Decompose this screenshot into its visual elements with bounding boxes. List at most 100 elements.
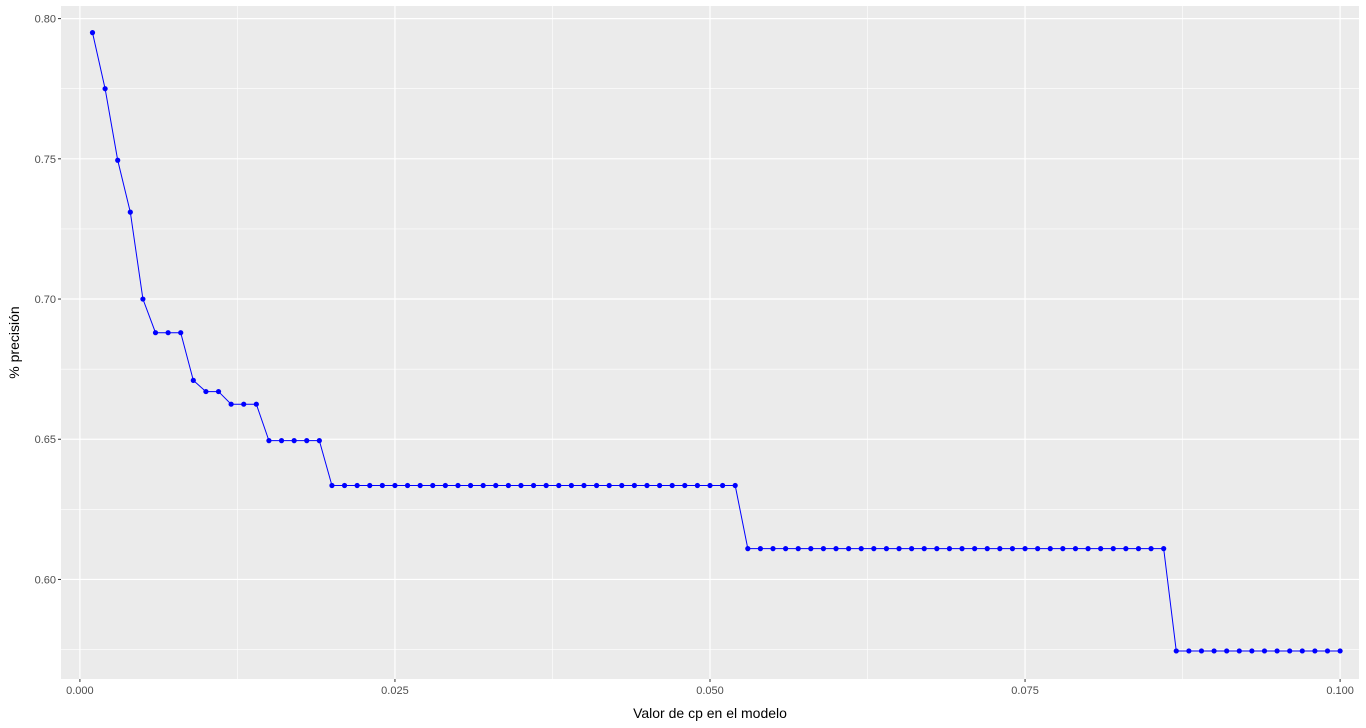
data-point [102, 86, 108, 92]
data-point [808, 546, 814, 552]
x-tick-label: 0.100 [1326, 685, 1354, 697]
data-point [644, 482, 650, 489]
data-point [883, 546, 890, 552]
data-point [178, 330, 184, 336]
data-point [505, 482, 511, 489]
data-point [1337, 648, 1343, 654]
data-point [455, 482, 461, 489]
data-point [909, 546, 915, 552]
data-point [530, 482, 537, 489]
data-point [795, 546, 801, 552]
data-point [140, 296, 146, 302]
y-tick-label: 0.65 [35, 434, 56, 446]
data-point [1198, 648, 1205, 654]
data-point [430, 482, 436, 489]
data-point [581, 482, 587, 489]
data-point [1211, 648, 1217, 654]
data-point [997, 546, 1003, 552]
data-point [241, 401, 247, 407]
data-point [1173, 648, 1179, 654]
major-gridlines [61, 6, 1359, 679]
data-point [1009, 546, 1016, 552]
data-point [1299, 648, 1305, 654]
data-point [871, 546, 877, 552]
data-point [1186, 648, 1192, 654]
data-point [1249, 648, 1255, 654]
data-point [959, 546, 965, 552]
data-point [493, 482, 499, 489]
data-point [745, 546, 751, 552]
y-tick-label: 0.70 [35, 294, 56, 306]
data-point [619, 482, 625, 489]
data-point [757, 546, 764, 552]
data-point [89, 30, 96, 36]
series-line [92, 32, 1341, 652]
y-axis-title: % precisión [6, 306, 22, 378]
data-point [1274, 648, 1280, 654]
data-point [228, 401, 234, 407]
data-point [316, 438, 322, 444]
data-point [896, 546, 902, 552]
data-point [1135, 546, 1142, 552]
data-point [354, 482, 360, 489]
data-point [1224, 648, 1230, 654]
data-point [127, 209, 133, 215]
data-point [278, 438, 285, 444]
data-point [304, 438, 310, 444]
data-point [543, 482, 549, 489]
data-point [417, 482, 423, 489]
data-point [1324, 648, 1331, 654]
y-tick-label: 0.75 [35, 154, 56, 166]
data-point [934, 546, 940, 552]
data-point [1110, 546, 1116, 552]
data-point [442, 482, 448, 489]
data-point [341, 482, 348, 489]
data-point [770, 546, 776, 552]
data-point [1261, 648, 1268, 654]
y-tick-label: 0.60 [35, 574, 56, 586]
series-layer [89, 30, 1343, 654]
data-point [367, 482, 373, 489]
data-point [593, 482, 600, 489]
data-point [656, 482, 663, 489]
data-point [480, 482, 486, 489]
data-point [329, 482, 335, 489]
data-point [858, 546, 864, 552]
data-point [833, 546, 839, 552]
data-point [846, 546, 852, 552]
data-point [1287, 648, 1293, 654]
data-point [1047, 546, 1053, 552]
data-point [1098, 546, 1104, 552]
data-point [556, 482, 562, 489]
data-point [266, 438, 272, 444]
data-point [1161, 546, 1167, 552]
data-point [606, 482, 612, 489]
data-point [1060, 546, 1066, 552]
x-tick-label: 0.075 [1011, 685, 1039, 697]
data-point [946, 546, 953, 552]
data-point [972, 546, 978, 552]
data-point [921, 546, 927, 552]
x-tick-label: 0.000 [66, 685, 94, 697]
data-point [518, 482, 524, 489]
data-point [720, 482, 726, 489]
data-point [115, 157, 121, 163]
data-point [152, 330, 159, 336]
y-axis: 0.60 0.65 0.70 0.75 0.80 [35, 14, 61, 586]
data-point [682, 482, 688, 489]
data-point [291, 438, 297, 444]
data-point [820, 546, 827, 552]
data-point [1072, 546, 1079, 552]
data-point [732, 482, 738, 489]
data-point [404, 482, 411, 489]
data-point [1236, 648, 1242, 654]
data-point [467, 482, 474, 489]
data-point [190, 377, 196, 383]
data-point [1085, 546, 1091, 552]
data-point [215, 388, 222, 395]
y-tick-label: 0.80 [35, 14, 56, 26]
data-point [1148, 546, 1154, 552]
data-point [392, 482, 398, 489]
x-axis-title: Valor de cp en el modelo [633, 705, 787, 721]
